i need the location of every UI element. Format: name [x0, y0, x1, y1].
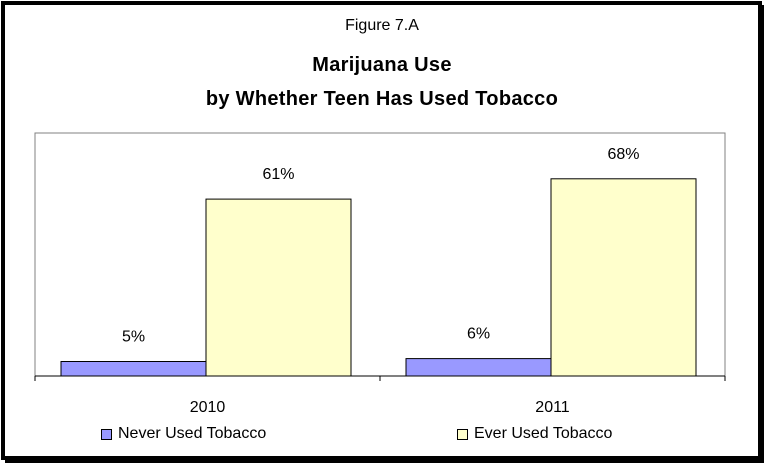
- legend-label-ever-used: Ever Used Tobacco: [474, 425, 613, 442]
- chart-title: Marijuana Use: [312, 54, 452, 76]
- bar-never-used-tobacco-2011: [405, 358, 552, 377]
- data-label-never-used-tobacco-2010: 5%: [122, 329, 145, 346]
- legend-item-never-used: Never Used Tobacco: [101, 425, 266, 443]
- legend-label-never-used: Never Used Tobacco: [118, 425, 267, 442]
- data-label-ever-used-tobacco-2011: 68%: [607, 146, 639, 163]
- bar-ever-used-tobacco-2011: [550, 178, 697, 377]
- bar-ever-used-tobacco-2010: [205, 198, 352, 377]
- legend-item-ever-used: Ever Used Tobacco: [457, 425, 612, 443]
- x-tick-label-2011: 2011: [535, 399, 570, 416]
- data-label-never-used-tobacco-2011: 6%: [467, 326, 490, 343]
- bar-never-used-tobacco-2010: [60, 361, 207, 377]
- legend-swatch-never-used: [101, 428, 112, 440]
- chart-subtitle: by Whether Teen Has Used Tobacco: [205, 88, 559, 110]
- figure-label: Figure 7.A: [345, 17, 419, 34]
- x-tick-label-2010: 2010: [190, 399, 226, 416]
- legend-swatch-ever-used: [457, 428, 468, 440]
- data-label-ever-used-tobacco-2010: 61%: [262, 166, 294, 183]
